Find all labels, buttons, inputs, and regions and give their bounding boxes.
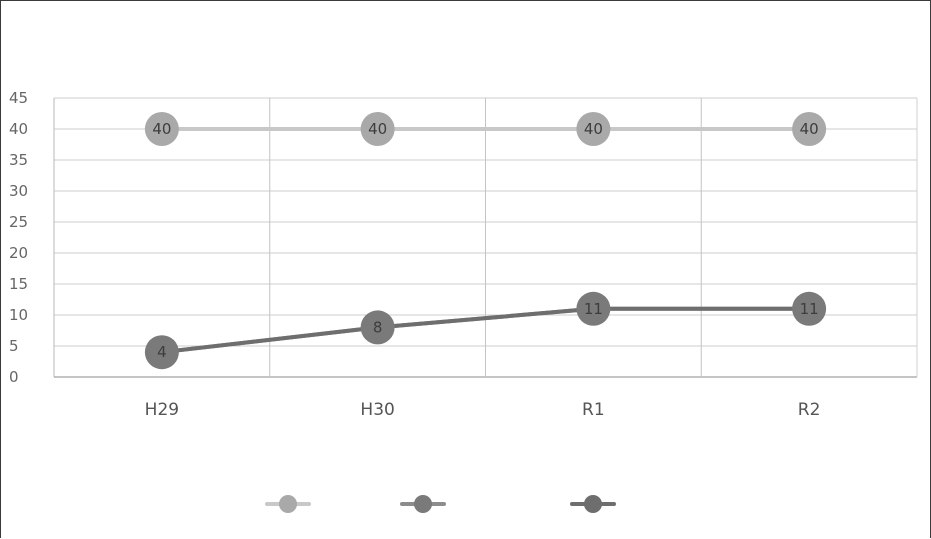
data-label: 40 bbox=[584, 120, 603, 138]
series-point bbox=[792, 112, 827, 146]
data-label: 40 bbox=[368, 120, 387, 138]
y-tick-label: 15 bbox=[9, 275, 28, 293]
legend-swatch-marker bbox=[279, 495, 297, 513]
y-tick-label: 45 bbox=[9, 89, 28, 107]
y-tick-label: 25 bbox=[9, 213, 28, 231]
legend-swatch-marker bbox=[414, 495, 432, 513]
data-label: 11 bbox=[800, 300, 819, 318]
series-line bbox=[159, 306, 812, 355]
x-tick-label: R2 bbox=[798, 400, 821, 420]
series-point bbox=[792, 291, 827, 326]
y-tick-label: 40 bbox=[9, 120, 28, 138]
series-point bbox=[576, 291, 611, 326]
x-tick-label: H29 bbox=[145, 400, 179, 420]
x-tick-label: R1 bbox=[582, 400, 605, 420]
data-label: 11 bbox=[584, 300, 603, 318]
series-lines bbox=[159, 127, 812, 355]
series-point bbox=[360, 310, 395, 345]
y-tick-label: 30 bbox=[9, 182, 28, 200]
legend bbox=[265, 495, 616, 513]
series-point bbox=[360, 112, 395, 146]
y-tick-label: 0 bbox=[9, 368, 19, 386]
series-point bbox=[144, 112, 179, 146]
y-tick-label: 10 bbox=[9, 306, 28, 324]
series-point bbox=[144, 335, 179, 370]
x-tick-label: H30 bbox=[360, 400, 394, 420]
axes: 0 5 10 15 20 25 30 35 40 45 H29 H30 R1 R2 bbox=[9, 89, 820, 420]
y-tick-label: 35 bbox=[9, 151, 28, 169]
y-tick-label: 5 bbox=[9, 337, 19, 355]
y-tick-label: 20 bbox=[9, 244, 28, 262]
legend-swatch-marker bbox=[584, 495, 602, 513]
series-point bbox=[576, 112, 611, 146]
data-label: 40 bbox=[800, 120, 819, 138]
data-label: 8 bbox=[373, 318, 383, 336]
gridlines bbox=[53, 97, 918, 378]
series-markers: 40 40 40 40 4 8 11 11 bbox=[144, 112, 827, 370]
data-label: 40 bbox=[152, 120, 171, 138]
data-label: 4 bbox=[157, 343, 167, 361]
